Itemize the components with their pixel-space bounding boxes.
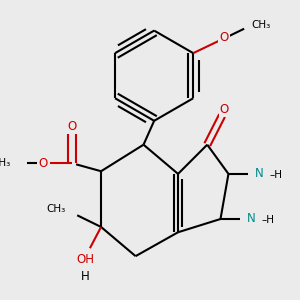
Text: O: O <box>220 103 229 116</box>
Text: N: N <box>247 212 255 226</box>
Text: CH₃: CH₃ <box>46 204 65 214</box>
Text: –H: –H <box>269 170 282 180</box>
Text: CH₃: CH₃ <box>0 158 10 168</box>
Text: O: O <box>39 157 48 170</box>
Text: N: N <box>254 167 263 180</box>
Text: CH₃: CH₃ <box>252 20 271 30</box>
Text: –H: –H <box>261 215 274 225</box>
Text: OH: OH <box>76 254 94 266</box>
Text: O: O <box>219 31 229 44</box>
Text: O: O <box>67 120 76 133</box>
Text: H: H <box>81 270 89 284</box>
